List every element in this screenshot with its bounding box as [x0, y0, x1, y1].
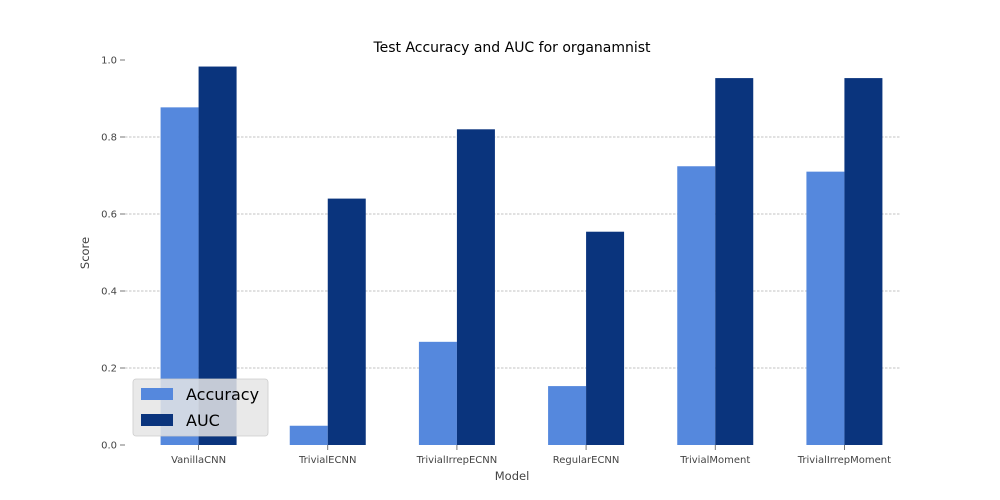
- legend-label-auc: AUC: [186, 411, 220, 430]
- y-tick-label: 0.8: [101, 133, 117, 144]
- x-tick-label: TrivialECNN: [298, 455, 356, 466]
- x-tick-label: TrivialMoment: [679, 455, 750, 466]
- legend-swatch-auc: [141, 414, 173, 426]
- bar-auc-trivialirrepecnn: [456, 129, 495, 446]
- x-axis-label: Model: [495, 469, 530, 483]
- bar-auc-trivialirrepmoment: [844, 78, 883, 445]
- legend-swatch-accuracy: [141, 388, 173, 400]
- bar-accuracy-trivialecnn: [289, 425, 328, 445]
- y-tick-label: 0.2: [101, 364, 117, 375]
- bars-layer: [160, 66, 883, 446]
- y-tick-label: 1.0: [101, 56, 117, 67]
- grid-layer: [125, 136, 900, 369]
- bar-accuracy-trivialirrepmoment: [806, 171, 845, 445]
- chart-title: Test Accuracy and AUC for organamnist: [372, 40, 651, 56]
- bar-accuracy-regularecnn: [548, 386, 587, 445]
- x-tick-label: TrivialIrrepMoment: [797, 455, 891, 466]
- bar-auc-trivialmoment: [715, 78, 754, 445]
- bar-auc-trivialecnn: [327, 198, 366, 445]
- x-tick-label: TrivialIrrepECNN: [416, 455, 498, 466]
- bar-auc-regularecnn: [586, 231, 625, 445]
- y-tick-label: 0.4: [101, 287, 117, 298]
- y-axis-label: Score: [78, 237, 92, 269]
- y-tick-label: 0.6: [101, 210, 117, 221]
- ticks-layer: 0.0 0.2 0.4 0.6 0.8 1.0 VanillaCNN TrivialECNN T…: [101, 56, 891, 467]
- y-tick-label: 0.0: [101, 441, 117, 452]
- legend: Accuracy AUC: [132, 378, 269, 437]
- bar-accuracy-trivialirrepecnn: [418, 341, 457, 445]
- bar-accuracy-trivialmoment: [677, 166, 716, 445]
- legend-label-accuracy: Accuracy: [186, 385, 259, 404]
- x-tick-label: RegularECNN: [553, 455, 620, 466]
- x-tick-label: VanillaCNN: [171, 455, 226, 466]
